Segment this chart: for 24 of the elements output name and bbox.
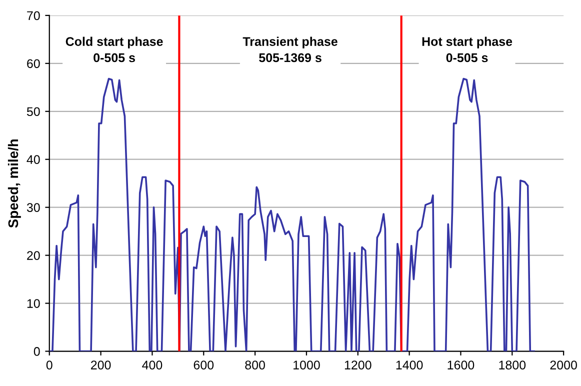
annotation: Hot start phase 0-505 s (422, 36, 512, 62)
y-tick-label: 20 (27, 251, 40, 260)
x-tick-label: 1000 (294, 360, 320, 370)
y-tick-label: 30 (26, 203, 40, 212)
x-tick-label: 1400 (396, 360, 423, 370)
x-tick-label: 0 (46, 360, 52, 370)
x-tick-label: 1600 (448, 360, 474, 370)
y-axis-title: Speed, mile/h (8, 139, 21, 228)
x-tick-label: 400 (142, 360, 162, 370)
y-tick-label: 50 (26, 107, 40, 116)
y-tick-label: 70 (27, 11, 40, 20)
y-tick-label: 40 (26, 155, 40, 164)
x-tick-label: 800 (245, 360, 265, 370)
x-tick-label: 1800 (499, 360, 526, 370)
y-tick-label: 0 (34, 347, 40, 356)
line-series (49, 78, 535, 352)
x-tick-label: 600 (194, 360, 214, 370)
x-tick-label: 1200 (344, 360, 372, 370)
y-tick-label: 10 (27, 299, 40, 308)
x-tick-label: 2000 (550, 360, 577, 370)
annotation: Transient phase 505-1369 s (242, 36, 338, 62)
x-tick-label: 200 (91, 360, 111, 370)
annotation: Cold start phase 0-505 s (66, 36, 163, 62)
y-tick-label: 60 (27, 59, 40, 68)
